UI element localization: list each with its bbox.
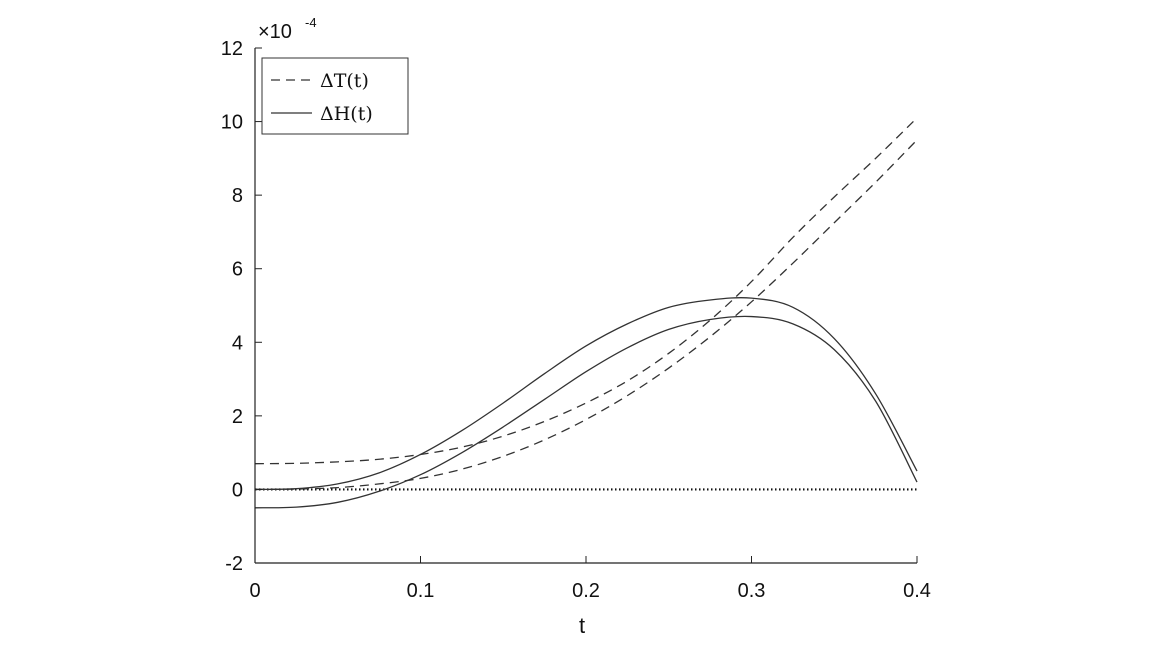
axes-layer: 0 0.1 0.2 0.3 0.4 -2 0 2 4 6 8 10 12 t ×10 -4 bbox=[221, 15, 931, 638]
x-axis-label: t bbox=[579, 613, 585, 638]
x-tick-label: 0.4 bbox=[903, 580, 931, 602]
y-tick-label: 10 bbox=[221, 112, 243, 134]
x-tick-label: 0.1 bbox=[407, 580, 435, 602]
y-tick-label: -2 bbox=[225, 553, 243, 575]
y-multiplier-exponent: -4 bbox=[305, 15, 317, 30]
x-tick-label: 0 bbox=[249, 580, 260, 602]
legend-label-1: ΔH(t) bbox=[320, 103, 373, 125]
delta-h-line-3 bbox=[254, 315, 918, 509]
x-tick-label: 0.3 bbox=[738, 580, 766, 602]
legend-label-0: ΔT(t) bbox=[320, 70, 369, 92]
delta-t-line-0 bbox=[254, 117, 918, 465]
x-tick-label: 0.2 bbox=[572, 580, 600, 602]
legend: ΔT(t) ΔH(t) bbox=[261, 57, 409, 135]
y-tick-label: 8 bbox=[232, 185, 243, 207]
delta-t-line-1 bbox=[254, 139, 918, 491]
legend-box bbox=[261, 57, 409, 135]
series-layer bbox=[254, 117, 918, 509]
y-tick-label: 4 bbox=[232, 332, 243, 354]
y-multiplier-base: ×10 bbox=[258, 21, 292, 43]
y-tick-label: 2 bbox=[232, 406, 243, 428]
y-tick-label: 6 bbox=[232, 259, 243, 281]
delta-h-line-2 bbox=[254, 297, 918, 491]
y-tick-label: 0 bbox=[232, 479, 243, 501]
y-tick-label: 12 bbox=[221, 38, 243, 60]
